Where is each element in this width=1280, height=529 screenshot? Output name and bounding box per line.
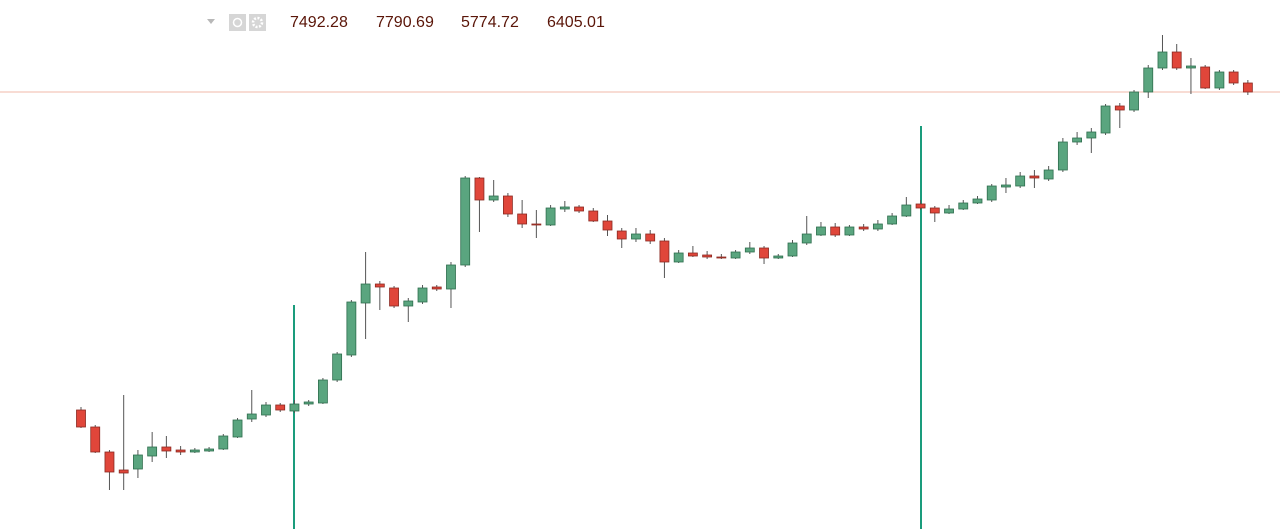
candle-body (631, 233, 641, 240)
candle-body (502, 195, 513, 215)
candle-body (702, 254, 713, 258)
candle-body (246, 413, 257, 420)
candle-body (232, 419, 243, 438)
candle-body (161, 446, 172, 452)
candle-body (488, 195, 499, 201)
candle-body (944, 208, 954, 214)
candle-body (474, 177, 485, 201)
candle-body (261, 404, 271, 416)
candle-body (218, 435, 229, 450)
header-high: 7790.69 (376, 14, 434, 31)
candle-body (1100, 105, 1111, 134)
candle-body (275, 404, 286, 411)
candle-body (104, 451, 115, 473)
candle-body (972, 198, 983, 204)
candle-body (1157, 51, 1168, 69)
visibility-icon[interactable] (229, 14, 246, 31)
candle-body (1086, 131, 1097, 139)
candle-body (1171, 51, 1182, 69)
candle-body (872, 223, 883, 230)
candle-body (687, 252, 698, 257)
candle-body (887, 215, 898, 225)
candle-body (133, 454, 143, 470)
candle-body (1015, 175, 1026, 187)
candle-body (1186, 65, 1196, 69)
candle-body (417, 287, 428, 303)
gear-glyph (251, 16, 264, 29)
candle-body (76, 409, 86, 428)
candle-body (958, 202, 969, 210)
candle-body (303, 401, 314, 405)
candle-body (346, 301, 357, 356)
candle-body (716, 256, 727, 259)
candle-body (559, 206, 570, 210)
candle-body (389, 287, 399, 307)
candle-body (1057, 141, 1068, 171)
candle-body (517, 213, 528, 225)
candle-body (915, 203, 926, 209)
candle-body (730, 251, 741, 259)
candle-body (673, 252, 684, 263)
candle-body (289, 403, 300, 412)
candle-body (588, 210, 599, 222)
candle-body (773, 255, 784, 259)
candle-body (360, 283, 371, 304)
candle-body (332, 353, 343, 381)
candle-body (175, 449, 186, 453)
candle-body (659, 240, 670, 263)
candle-body (759, 247, 769, 259)
candle-body (1143, 67, 1154, 93)
candle-body (1200, 66, 1211, 89)
candle-body (801, 233, 812, 244)
candle-body (446, 264, 456, 290)
candle-body (374, 283, 385, 288)
candle-body (844, 226, 855, 236)
candle-body (645, 233, 656, 242)
candle-body (460, 177, 471, 266)
candle-body (318, 379, 328, 404)
candle-body (1242, 82, 1253, 93)
toolbar (207, 14, 266, 31)
header-open: 7492.28 (290, 14, 348, 31)
candle-body (901, 204, 912, 217)
candle-body (90, 426, 101, 453)
candle-body (204, 448, 214, 452)
candle-body (1214, 71, 1225, 89)
candle-body (1114, 105, 1125, 111)
candle-body (830, 226, 841, 236)
candle-body (545, 207, 556, 226)
candle-body (574, 206, 584, 212)
candle-body (403, 300, 414, 307)
candle-body (1001, 184, 1011, 188)
candle-body (431, 286, 442, 290)
candle-body (816, 226, 826, 236)
dropdown-arrow[interactable] (207, 19, 215, 24)
candle-body (602, 220, 613, 231)
candle-body (1043, 169, 1054, 180)
candle-body (986, 185, 997, 201)
header-close: 6405.01 (547, 14, 605, 31)
candle-body (1072, 137, 1082, 143)
candle-body (147, 446, 158, 457)
candle-body (858, 226, 869, 230)
eye-glyph (232, 17, 243, 28)
candle-body (1029, 175, 1040, 179)
candle-body (189, 449, 200, 453)
candle-body (744, 247, 755, 253)
candle-body (787, 242, 798, 257)
header-low: 5774.72 (461, 14, 519, 31)
candle-body (531, 223, 542, 226)
candle-body (929, 207, 940, 214)
candle-body (1129, 91, 1139, 111)
candle-body (118, 469, 129, 474)
candle-body (616, 230, 627, 240)
settings-icon[interactable] (249, 14, 266, 31)
candle-body (1228, 71, 1239, 84)
